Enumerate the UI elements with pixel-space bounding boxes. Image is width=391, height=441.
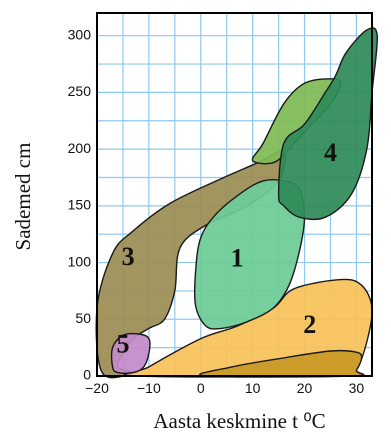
region-label-2: 2 (303, 310, 316, 339)
region-labels: 3 2 5 1 4 (116, 138, 337, 359)
region-5 (110, 332, 151, 374)
x-axis-label: Aasta keskmine t ⁰C (153, 409, 325, 433)
y-tick-label: 250 (68, 83, 92, 99)
region-label-1: 1 (231, 243, 244, 272)
region-4 (277, 27, 379, 221)
y-tick-label: 0 (83, 367, 91, 383)
y-axis-label: Sademed cm (11, 143, 35, 251)
x-tick-label: 0 (197, 380, 205, 396)
x-tick-label: −20 (85, 380, 109, 396)
region-label-4: 4 (324, 138, 337, 167)
x-tick-label: 20 (297, 380, 313, 396)
x-tick-label: 10 (245, 380, 261, 396)
plot-frame (96, 12, 373, 377)
x-tick-label: −10 (137, 380, 161, 396)
y-tick-label: 200 (68, 140, 92, 156)
region-label-5: 5 (116, 329, 129, 358)
x-tick-label: 30 (349, 380, 365, 396)
y-tick-label: 300 (68, 26, 92, 42)
region-label-3: 3 (122, 242, 135, 271)
y-tick-label: 150 (68, 197, 92, 213)
climate-regions (95, 27, 379, 379)
y-tick-label: 50 (75, 310, 91, 326)
y-tick-label: 100 (68, 253, 92, 269)
